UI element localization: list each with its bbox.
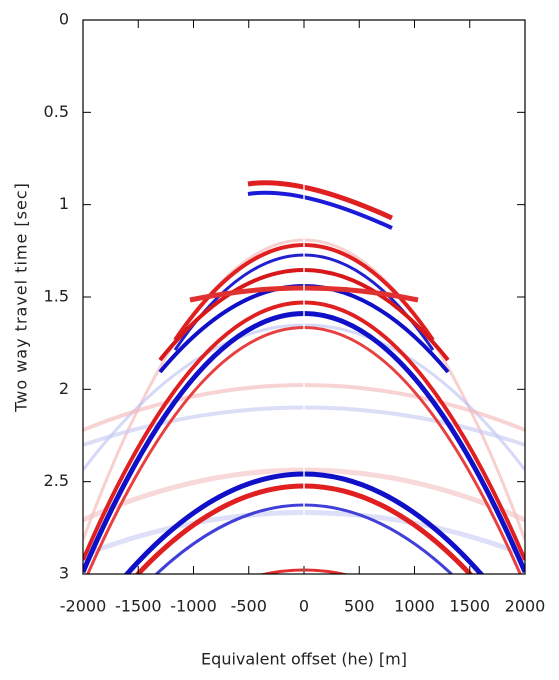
x-tick-label: 500	[344, 597, 375, 616]
x-tick-label: 2000	[505, 597, 546, 616]
y-tick-label: 3	[59, 564, 69, 583]
x-tick-label: -1000	[170, 597, 217, 616]
x-tick-label: -1500	[115, 597, 162, 616]
x-tick-label: 1000	[394, 597, 435, 616]
y-tick-label: 0	[59, 10, 69, 29]
seismic-image	[83, 170, 525, 574]
x-tick-label: -500	[231, 597, 267, 616]
y-tick-label: 1.5	[44, 287, 69, 306]
x-tick-label: 0	[299, 597, 309, 616]
x-axis-label: Equivalent offset (he) [m]	[201, 650, 407, 669]
y-tick-label: 2.5	[44, 471, 69, 490]
y-axis-label: Two way travel time [sec]	[12, 182, 31, 413]
x-tick-label: 1500	[449, 597, 490, 616]
y-tick-label: 2	[59, 379, 69, 398]
y-tick-label: 1	[59, 194, 69, 213]
y-tick-label: 0.5	[44, 102, 69, 121]
x-tick-label: -2000	[60, 597, 107, 616]
